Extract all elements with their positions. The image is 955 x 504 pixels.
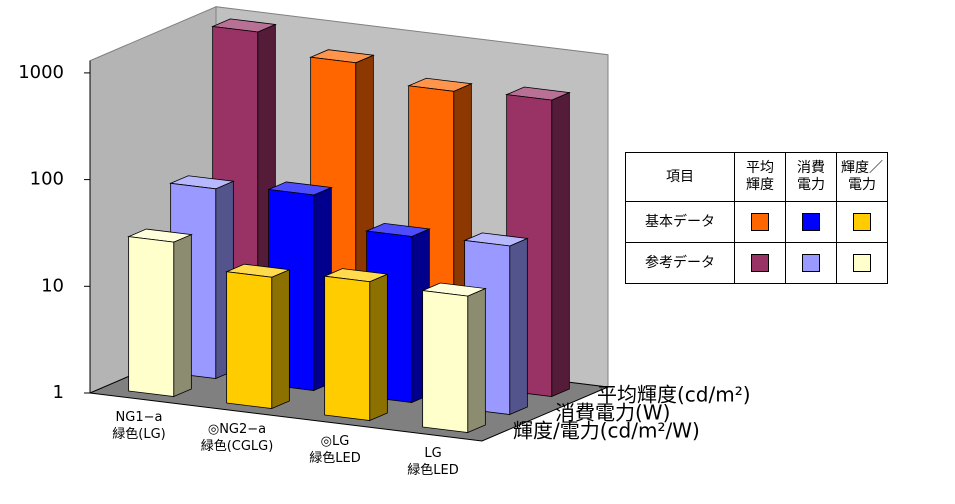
y-tick-label: 1000	[18, 62, 64, 83]
bar-front	[128, 236, 175, 397]
legend-cell	[836, 201, 888, 243]
x-tick-label: ◎LG 緑色LED	[309, 434, 361, 466]
y-tick-label: 1	[53, 382, 64, 403]
x-tick-label: NG1−a 緑色(LG)	[112, 410, 166, 442]
legend-cell	[734, 242, 786, 284]
series-label: 輝度/電力(cd/m²/W)	[513, 419, 700, 443]
y-tick-label: 100	[30, 169, 64, 190]
x-tick-label: ◎NG2−a 緑色(CGLG)	[200, 422, 274, 454]
bar	[225, 263, 291, 410]
legend-header-cell: 輝度／ 電力	[836, 152, 888, 202]
legend-row-label: 基本データ	[625, 201, 735, 243]
bar	[127, 228, 193, 398]
legend-swatch	[853, 254, 871, 272]
bar-side	[173, 233, 192, 398]
bar-front	[324, 275, 371, 421]
legend-header: 項目 平均 輝度 消費 電力 輝度／ 電力	[625, 152, 888, 202]
legend-swatch	[751, 254, 769, 272]
legend-swatch	[802, 213, 820, 231]
bar-side	[271, 269, 290, 410]
legend-cell	[734, 201, 786, 243]
bar-front	[226, 271, 273, 409]
bar-side	[369, 273, 388, 422]
legend-header-cell: 平均 輝度	[734, 152, 786, 202]
legend-table: 項目 平均 輝度 消費 電力 輝度／ 電力 基本データ 参考データ	[625, 152, 888, 284]
legend-header-cell: 項目	[625, 152, 735, 202]
legend-cell	[836, 242, 888, 284]
legend-cell	[785, 201, 837, 243]
legend-header-cell: 消費 電力	[785, 152, 837, 202]
bar-side	[551, 91, 570, 398]
legend-swatch	[751, 213, 769, 231]
legend-row: 基本データ	[625, 201, 888, 243]
legend-cell	[785, 242, 837, 284]
bar	[323, 268, 389, 422]
bar-front	[422, 290, 469, 433]
y-tick-label: 10	[41, 275, 64, 296]
legend-swatch	[802, 254, 820, 272]
series-label: 消費電力(W)	[555, 401, 670, 425]
legend-row-label: 参考データ	[625, 242, 735, 284]
x-tick-label: LG 緑色LED	[407, 446, 459, 478]
legend-swatch	[853, 213, 871, 231]
bar-side	[467, 287, 486, 434]
bar-side	[509, 237, 528, 416]
bar	[421, 282, 487, 434]
legend-row: 参考データ	[625, 242, 888, 284]
series-label: 平均輝度(cd/m²)	[597, 383, 751, 407]
